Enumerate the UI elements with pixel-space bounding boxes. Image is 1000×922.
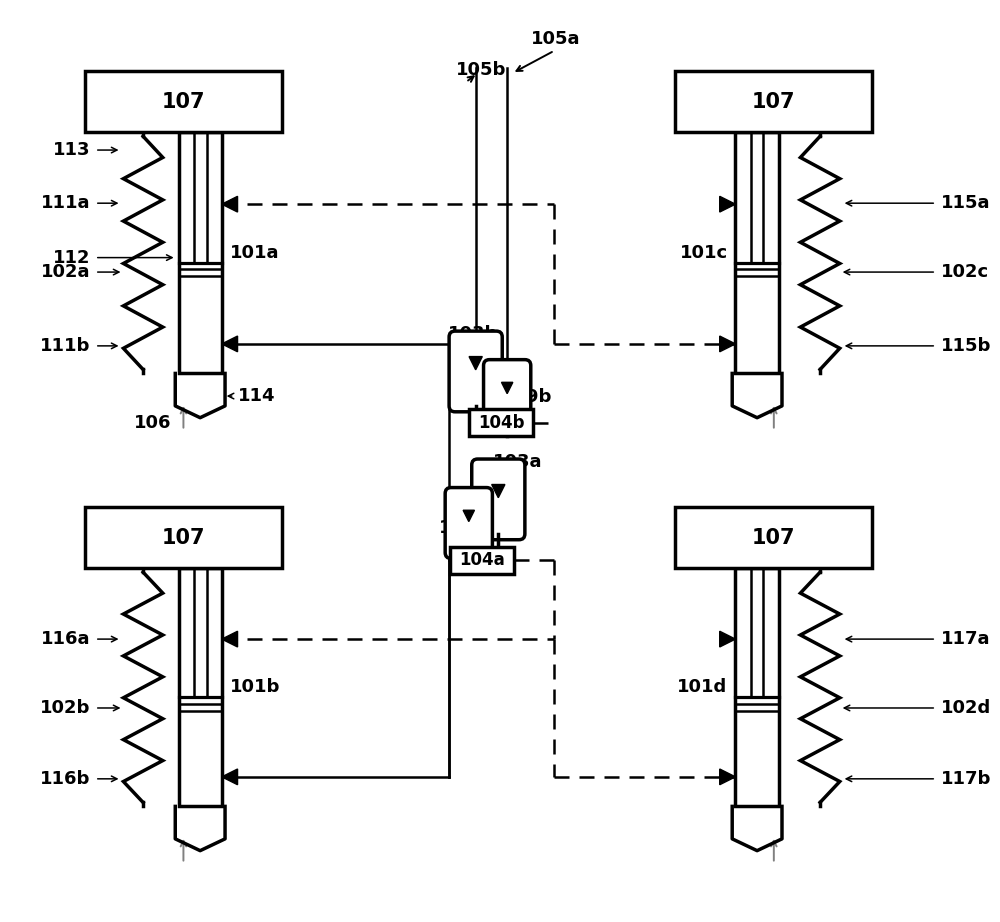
Text: 101b: 101b <box>230 679 280 696</box>
Text: 101c: 101c <box>679 244 728 262</box>
Polygon shape <box>720 632 735 647</box>
Text: 109a: 109a <box>439 519 489 537</box>
Bar <box>179 568 222 807</box>
Bar <box>85 71 282 133</box>
Text: 109b: 109b <box>502 388 553 406</box>
Polygon shape <box>720 196 735 212</box>
Bar <box>469 409 533 436</box>
Polygon shape <box>492 484 505 498</box>
Text: 116b: 116b <box>40 770 90 787</box>
Text: 103a: 103a <box>493 453 543 471</box>
Text: 111a: 111a <box>40 195 90 212</box>
Text: 116a: 116a <box>40 630 90 648</box>
Text: 107: 107 <box>752 527 796 548</box>
Text: 114: 114 <box>238 387 275 405</box>
Polygon shape <box>720 336 735 352</box>
Bar <box>450 547 514 573</box>
Polygon shape <box>463 510 474 522</box>
Text: 107: 107 <box>162 527 205 548</box>
Text: 115b: 115b <box>941 337 991 355</box>
Bar <box>675 507 872 568</box>
Bar <box>735 133 779 373</box>
Text: 105a: 105a <box>531 30 580 48</box>
Polygon shape <box>222 769 238 785</box>
Text: 105b: 105b <box>456 62 506 79</box>
Text: 102d: 102d <box>941 699 991 717</box>
Text: 102b: 102b <box>40 699 90 717</box>
Bar <box>675 71 872 133</box>
Text: 106: 106 <box>134 414 172 431</box>
Text: 115a: 115a <box>941 195 991 212</box>
FancyBboxPatch shape <box>445 488 492 559</box>
Polygon shape <box>222 336 238 352</box>
Text: 111b: 111b <box>40 337 90 355</box>
Text: 104b: 104b <box>478 414 525 431</box>
FancyBboxPatch shape <box>472 459 525 539</box>
Polygon shape <box>222 196 238 212</box>
Text: 107: 107 <box>752 92 796 112</box>
FancyBboxPatch shape <box>484 360 531 431</box>
Text: 113: 113 <box>52 141 90 160</box>
Polygon shape <box>469 357 482 370</box>
Text: 101d: 101d <box>677 679 728 696</box>
Text: 112: 112 <box>52 249 90 266</box>
FancyBboxPatch shape <box>449 331 502 412</box>
Polygon shape <box>501 383 513 394</box>
Text: 117b: 117b <box>941 770 991 787</box>
Text: 107: 107 <box>162 92 205 112</box>
Text: 117a: 117a <box>941 630 991 648</box>
Text: 103b: 103b <box>448 325 498 343</box>
Polygon shape <box>720 769 735 785</box>
Text: 104a: 104a <box>459 551 504 570</box>
Polygon shape <box>222 632 238 647</box>
Bar <box>735 568 779 807</box>
Bar <box>85 507 282 568</box>
Text: 101a: 101a <box>230 244 279 262</box>
Text: 102a: 102a <box>40 263 90 281</box>
Bar <box>179 133 222 373</box>
Text: 102c: 102c <box>941 263 989 281</box>
